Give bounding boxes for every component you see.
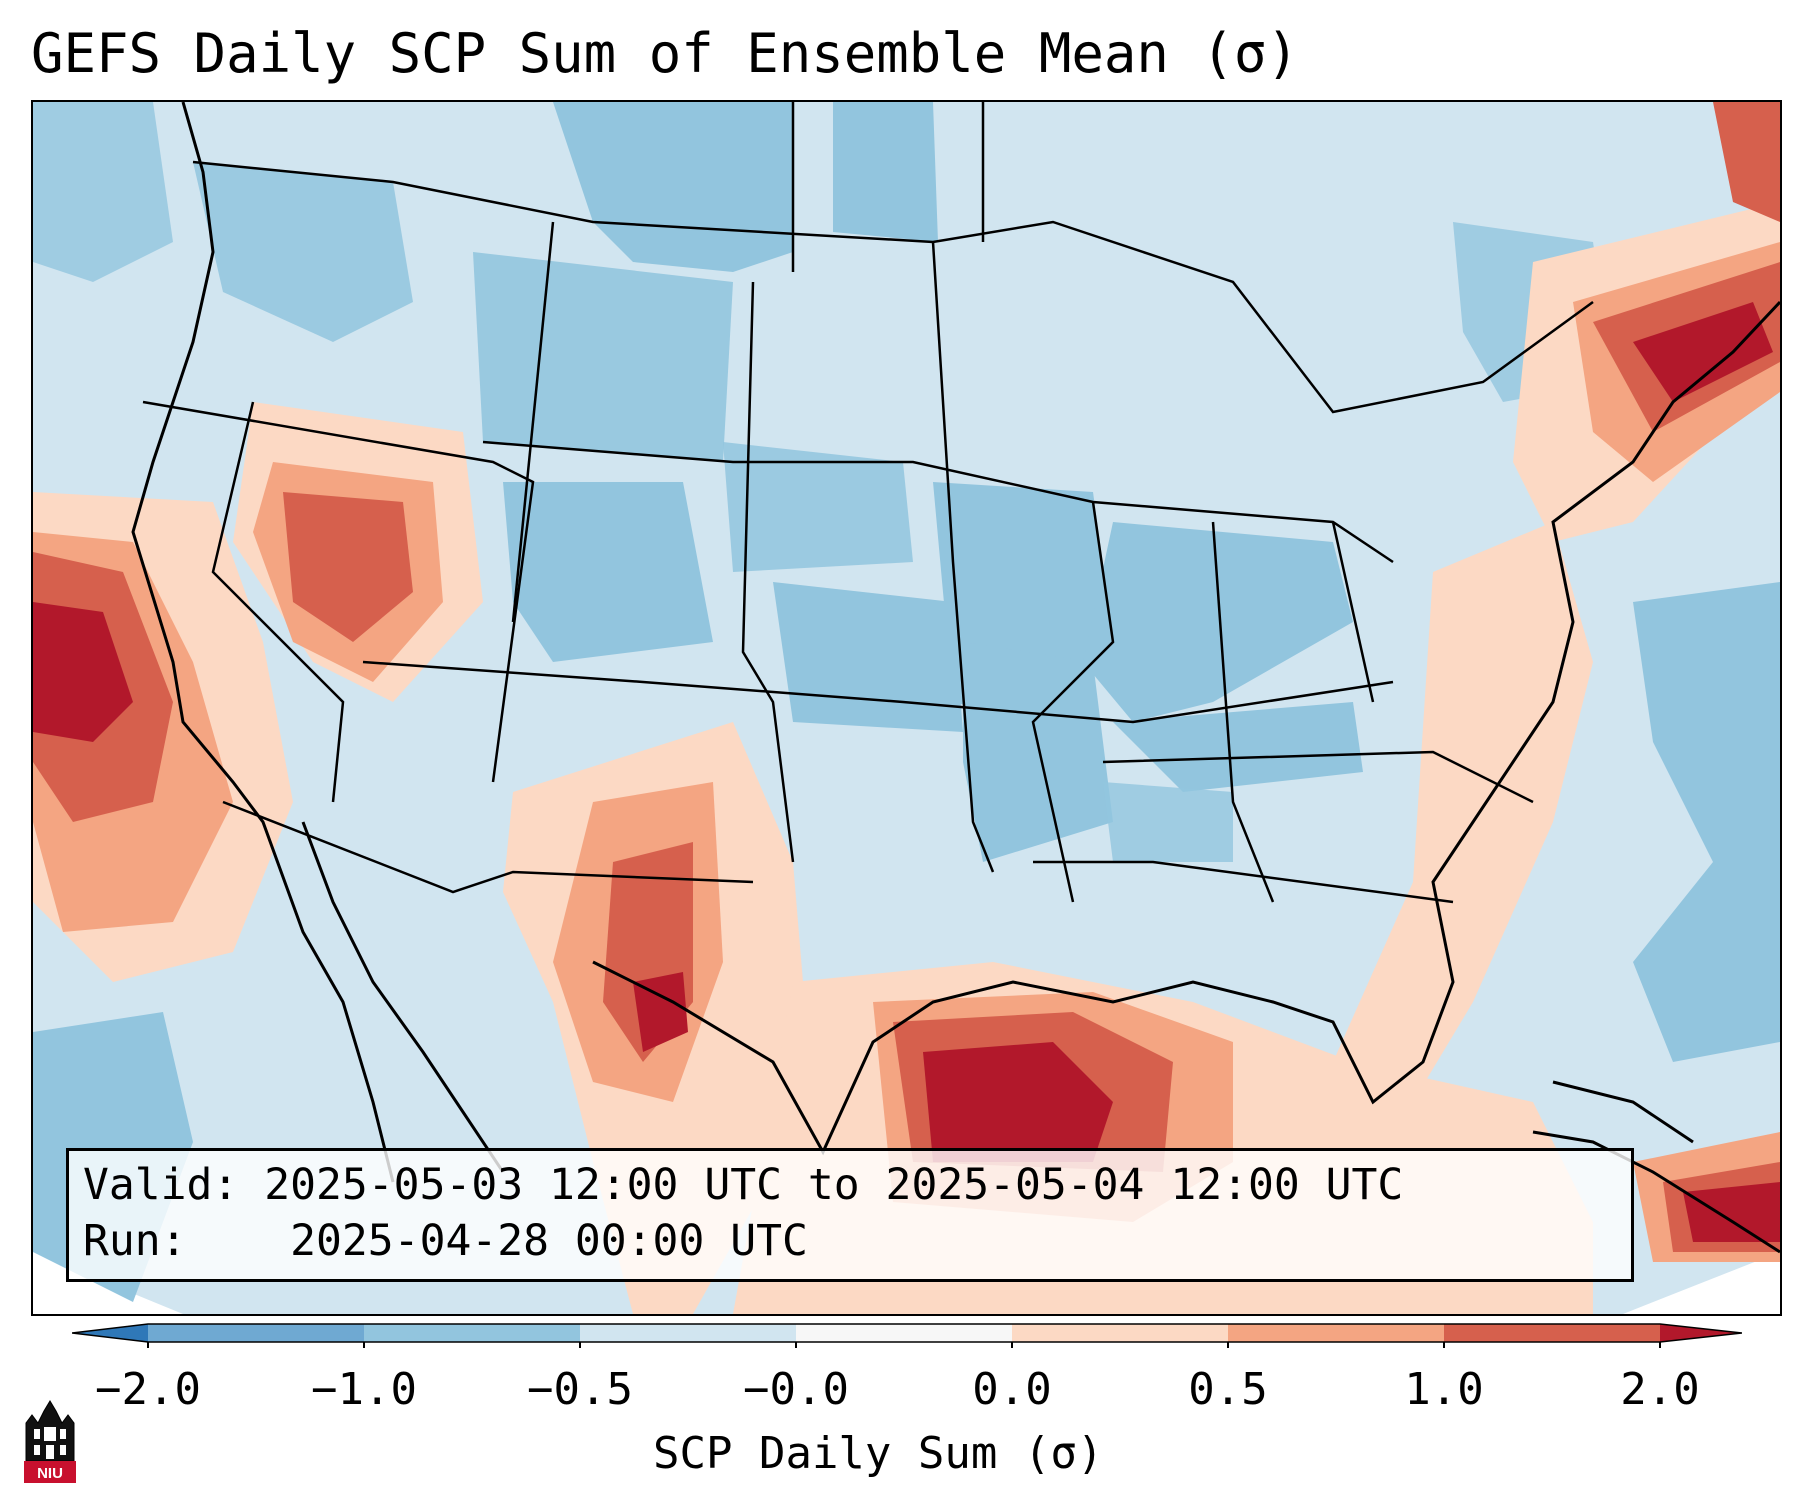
colorbar-segment-1 [148,1324,364,1342]
colorbar-extend-low [72,1324,148,1342]
valid-value: 2025-05-03 12:00 UTC to 2025-05-04 12:00… [264,1160,1404,1210]
colorbar-tick-label: −0.0 [743,1364,849,1415]
colorbar-tick-label: 0.5 [1188,1364,1268,1415]
colorbar-tick-label: 0.0 [972,1364,1052,1415]
run-label: Run: [83,1216,187,1266]
colorbar-segment-5 [1012,1324,1228,1342]
validity-info-box: Valid: 2025-05-03 12:00 UTC to 2025-05-0… [66,1148,1634,1282]
niu-logo-icon: NIU [24,1400,76,1483]
scp-map [33,102,1780,1314]
map-panel [31,100,1782,1316]
colorbar-tick-label: −1.0 [311,1364,417,1415]
colorbar-segment-2 [364,1324,580,1342]
projection-edge-left [33,1252,183,1314]
colorbar-tick-label: −2.0 [95,1364,201,1415]
colorbar-segment-4 [796,1324,1012,1342]
map-title: GEFS Daily SCP Sum of Ensemble Mean (σ) [31,22,1299,85]
colorbar-extend-high [1660,1324,1742,1342]
run-value: 2025-04-28 00:00 UTC [290,1216,808,1266]
colorbar-segment-3 [580,1324,796,1342]
colorbar-tick-label: −0.5 [527,1364,633,1415]
logo-text: NIU [37,1465,63,1482]
colorbar-segment-6 [1228,1324,1444,1342]
colorbar-ticks [147,1342,1661,1348]
colorbar-label: SCP Daily Sum (σ) [653,1428,1104,1479]
political-borders [142,102,1594,904]
colorbar-segment-7 [1444,1324,1660,1342]
valid-label: Valid: [83,1160,239,1210]
projection-edge-right [1623,1252,1780,1314]
colorbar-tick-label: 1.0 [1404,1364,1484,1415]
coastlines [131,102,1780,1254]
colorbar-tick-label: 2.0 [1620,1364,1700,1415]
colorbar [72,1323,1742,1348]
positive-anomaly-extreme [33,302,1780,1242]
